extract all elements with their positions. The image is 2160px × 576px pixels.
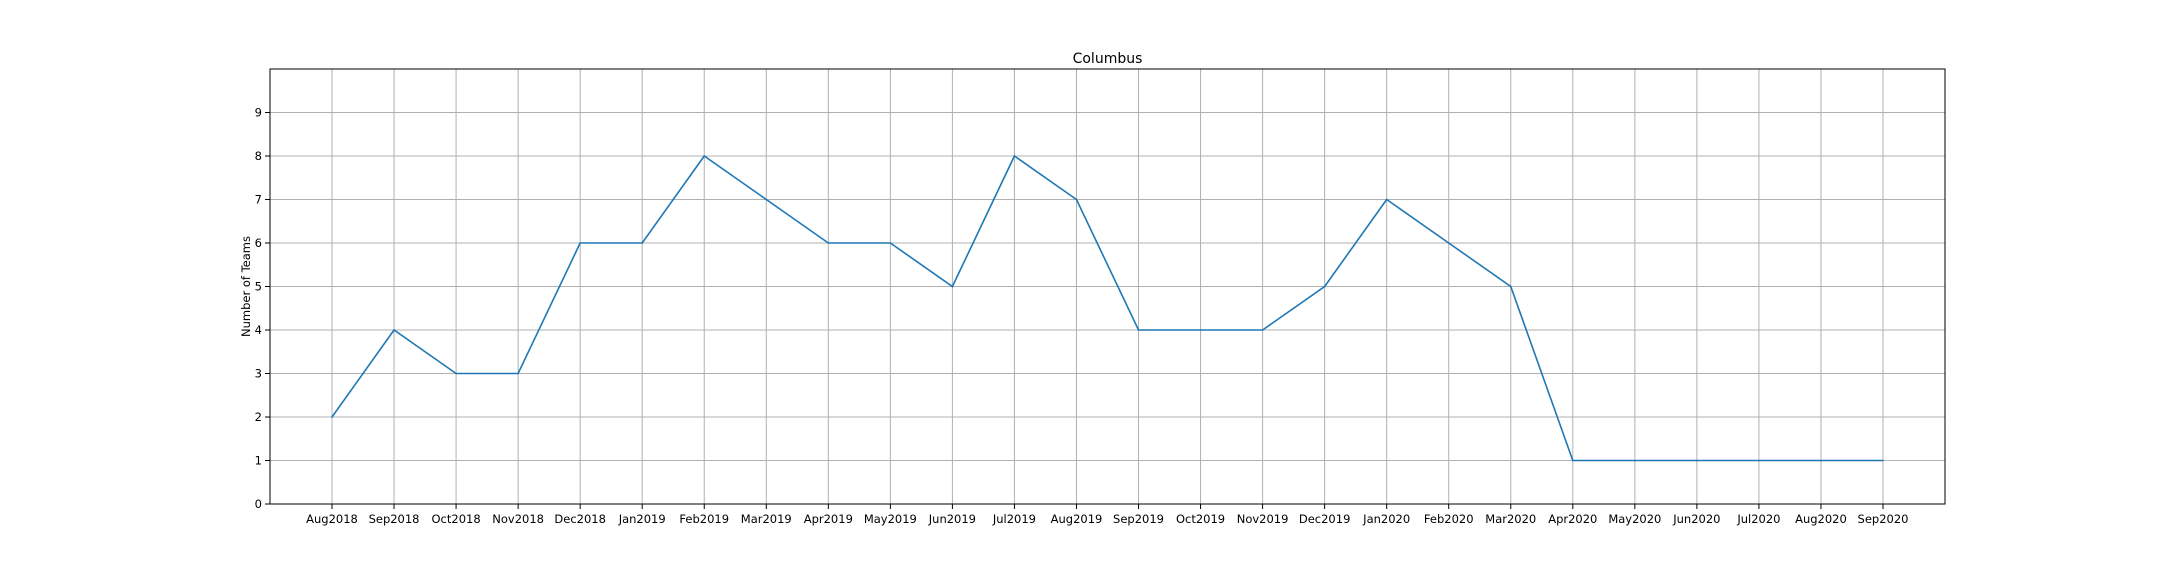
y-tick-label: 6	[255, 236, 262, 250]
x-axis: Aug2018 Sep2018 Oct2018 Nov2018 Dec2018 Jan20…	[306, 504, 1908, 526]
data-point	[703, 155, 706, 157]
x-tick-label: Mar2020	[1485, 512, 1536, 526]
y-axis: 0 1 2 3 4 5 6 7 8 9	[255, 106, 270, 511]
x-tick-label: Aug2019	[1051, 512, 1103, 526]
data-point	[951, 285, 954, 288]
data-point	[1634, 459, 1636, 462]
grid	[270, 69, 1945, 505]
y-tick-label: 0	[255, 497, 262, 511]
data-point	[1758, 459, 1760, 462]
x-tick-label: Sep2020	[1858, 512, 1909, 526]
x-tick-label: Apr2019	[804, 512, 853, 526]
x-tick-label: May2020	[1608, 512, 1661, 526]
data-point	[1509, 285, 1512, 288]
data-point	[1385, 198, 1388, 201]
y-tick-label: 7	[255, 193, 262, 207]
x-tick-label: Feb2020	[1424, 512, 1474, 526]
x-tick-label: Jun2019	[928, 512, 976, 526]
x-tick-label: Sep2019	[1113, 512, 1164, 526]
x-tick-label: Jan2020	[1362, 512, 1410, 526]
data-point	[641, 242, 643, 244]
data-point	[1572, 459, 1574, 462]
x-tick-label: Mar2019	[741, 512, 792, 526]
data-point	[1696, 459, 1698, 462]
data-point	[827, 242, 830, 244]
y-tick-label: 3	[255, 367, 262, 381]
x-tick-label: Oct2018	[432, 512, 481, 526]
x-tick-label: Nov2018	[492, 512, 544, 526]
data-point	[1447, 242, 1450, 244]
chart-title: Columbus	[1073, 51, 1143, 67]
x-tick-label: Dec2019	[1299, 512, 1351, 526]
y-axis-label: Number of Teams	[239, 236, 253, 337]
x-tick-label: Feb2019	[679, 512, 729, 526]
x-tick-label: Jan2019	[618, 512, 666, 526]
y-tick-label: 2	[255, 410, 262, 424]
data-point	[1075, 198, 1078, 201]
x-tick-label: Nov2019	[1237, 512, 1289, 526]
x-tick-label: Oct2019	[1176, 512, 1225, 526]
data-point	[331, 416, 333, 418]
data-point	[765, 198, 768, 201]
y-tick-label: 9	[255, 106, 262, 120]
y-tick-label: 5	[255, 280, 262, 294]
data-point	[1261, 329, 1264, 331]
x-tick-label: Jun2020	[1672, 512, 1720, 526]
data-point	[393, 329, 395, 331]
data-point	[517, 372, 519, 375]
data-point	[1820, 459, 1822, 462]
x-tick-label: Jul2020	[1736, 512, 1780, 526]
y-tick-label: 1	[255, 454, 262, 468]
data-point	[1323, 285, 1326, 288]
x-tick-label: May2019	[864, 512, 917, 526]
data-point	[1882, 459, 1884, 462]
data-point	[455, 372, 457, 375]
data-point	[1013, 155, 1016, 157]
x-tick-label: Apr2020	[1548, 512, 1597, 526]
data-point	[889, 242, 892, 244]
x-tick-label: Jul2019	[992, 512, 1036, 526]
y-tick-label: 8	[255, 149, 262, 163]
data-point	[579, 242, 581, 244]
x-tick-label: Aug2018	[306, 512, 358, 526]
x-tick-label: Aug2020	[1795, 512, 1847, 526]
y-tick-label: 4	[255, 323, 262, 337]
x-tick-label: Sep2018	[369, 512, 420, 526]
series-layer	[331, 154, 1884, 462]
series-line	[331, 154, 1883, 462]
data-point	[1137, 329, 1140, 331]
data-point	[1199, 329, 1202, 331]
x-tick-label: Dec2018	[554, 512, 606, 526]
